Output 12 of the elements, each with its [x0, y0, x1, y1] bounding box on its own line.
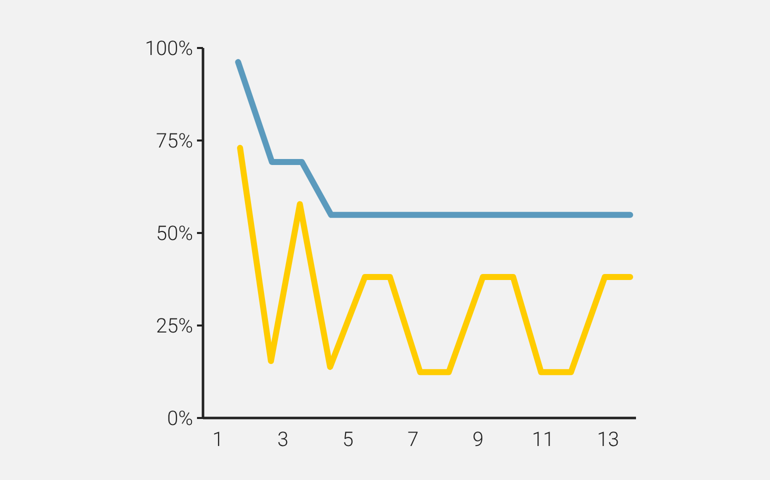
x-tick-label: 11 — [532, 427, 554, 451]
x-tick-label: 1 — [212, 427, 224, 451]
y-tick-label: 25% — [156, 314, 193, 338]
y-tick-label: 50% — [156, 221, 193, 245]
x-tick-label: 5 — [342, 427, 354, 451]
x-tick-label: 9 — [472, 427, 484, 451]
y-tick-label: 75% — [156, 128, 193, 152]
x-tick-label: 3 — [277, 427, 289, 451]
y-tick-label: 0% — [167, 406, 193, 430]
x-tick-label: 7 — [407, 427, 419, 451]
y-tick-label: 100% — [144, 36, 193, 60]
x-tick-label: 13 — [596, 427, 620, 451]
